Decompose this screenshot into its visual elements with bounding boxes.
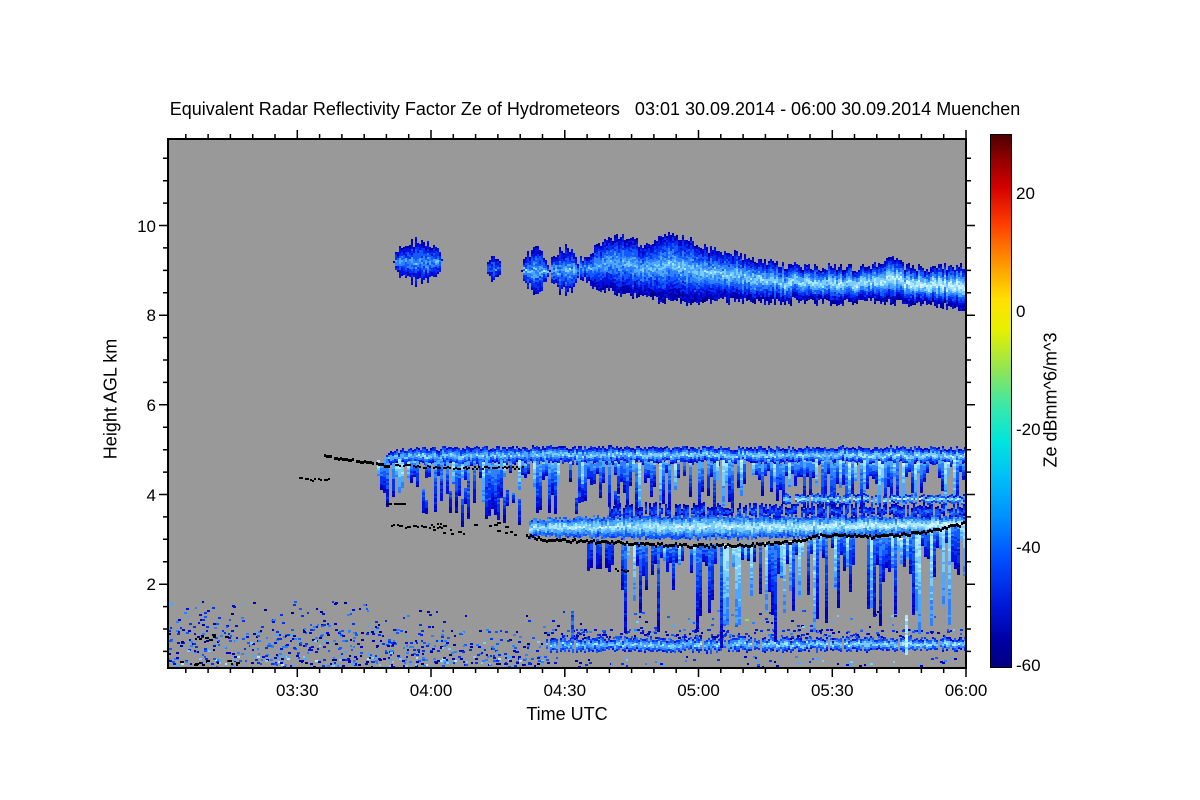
y-tick-label: 6 [146,395,156,415]
y-tick-label: 10 [137,216,156,236]
colorbar-tick-label: -40 [1016,538,1041,558]
x-tick-label: 05:30 [810,681,854,700]
x-tick-label: 03:30 [276,681,319,700]
y-tick-label: 2 [146,575,156,595]
colorbar-tick-label: 0 [1016,302,1026,322]
x-tick-label: 04:30 [543,681,587,700]
x-axis-label: Time UTC [526,704,608,724]
colorbar-tick-label: -20 [1016,420,1041,440]
x-tick-label: 06:00 [944,681,988,700]
colorbar-tick-label: 20 [1016,184,1035,203]
plot-canvas [168,139,966,668]
x-tick-label: 05:00 [677,681,720,700]
colorbar-tick-label: -60 [1016,656,1041,676]
chart-title: Equivalent Radar Reflectivity Factor Ze … [169,99,1021,119]
colorbar-axis-label: Ze dBmm^6/m^3 [1040,332,1061,468]
y-tick-label: 8 [146,306,156,326]
y-tick-label: 4 [146,485,156,505]
x-tick-label: 04:00 [409,681,453,700]
y-axis-label: Height AGL km [100,338,121,460]
colorbar-gradient [990,134,1012,668]
